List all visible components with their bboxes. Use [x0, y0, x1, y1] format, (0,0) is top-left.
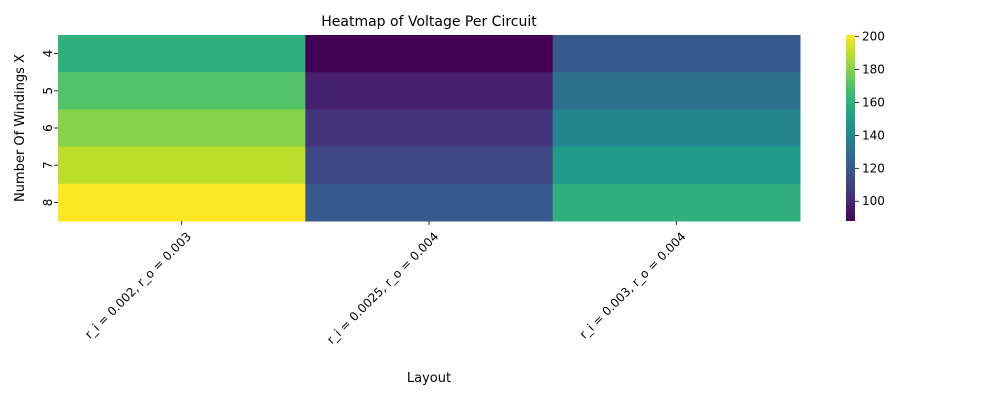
colorbar-tick-label: 200	[862, 30, 885, 44]
colorbar-tick-label: 180	[862, 63, 885, 77]
x-axis-ticks: r_i = 0.002, r_o = 0.003 r_i = 0.0025, r_…	[82, 221, 689, 347]
colorbar-tick-label: 160	[862, 95, 885, 109]
chart-title: Heatmap of Voltage Per Circuit	[321, 14, 537, 30]
colorbar-gradient	[846, 35, 855, 221]
heatmap-cell	[305, 183, 554, 222]
heatmap-cell	[305, 72, 554, 110]
x-tick-label: r_i = 0.0025, r_o = 0.004	[324, 229, 441, 346]
colorbar: 100 120 140 160 180 200	[846, 30, 885, 221]
heatmap-cell	[58, 146, 306, 185]
heatmap-cell	[552, 35, 801, 73]
heatmap-cell	[58, 109, 306, 148]
y-tick-label: 5	[41, 87, 55, 95]
x-tick-label: r_i = 0.002, r_o = 0.003	[82, 229, 194, 341]
y-tick-label: 8	[41, 199, 55, 207]
heatmap-cell	[305, 109, 554, 148]
y-axis-ticks: 4 5 6 7 8	[41, 50, 58, 206]
heatmap-cell	[552, 72, 801, 110]
heatmap-cell	[552, 109, 801, 148]
y-axis-label: Number Of Windings X	[13, 54, 28, 202]
heatmap-cell	[305, 146, 554, 185]
heatmap-cell	[58, 35, 306, 73]
y-tick-label: 6	[41, 124, 55, 132]
heatmap-cell	[58, 72, 306, 110]
heatmap-cell	[58, 183, 306, 222]
x-axis-label: Layout	[407, 371, 451, 386]
colorbar-tick-label: 120	[862, 161, 885, 175]
colorbar-tick-label: 140	[862, 128, 885, 142]
heatmap-cell	[305, 35, 554, 73]
y-tick-label: 4	[41, 50, 55, 58]
colorbar-tick-label: 100	[862, 194, 885, 208]
heatmap-cells	[58, 35, 801, 222]
heatmap-cell	[552, 183, 801, 222]
heatmap-cell	[552, 146, 801, 185]
y-tick-label: 7	[41, 161, 55, 169]
x-tick-label: r_i = 0.003, r_o = 0.004	[577, 229, 689, 341]
